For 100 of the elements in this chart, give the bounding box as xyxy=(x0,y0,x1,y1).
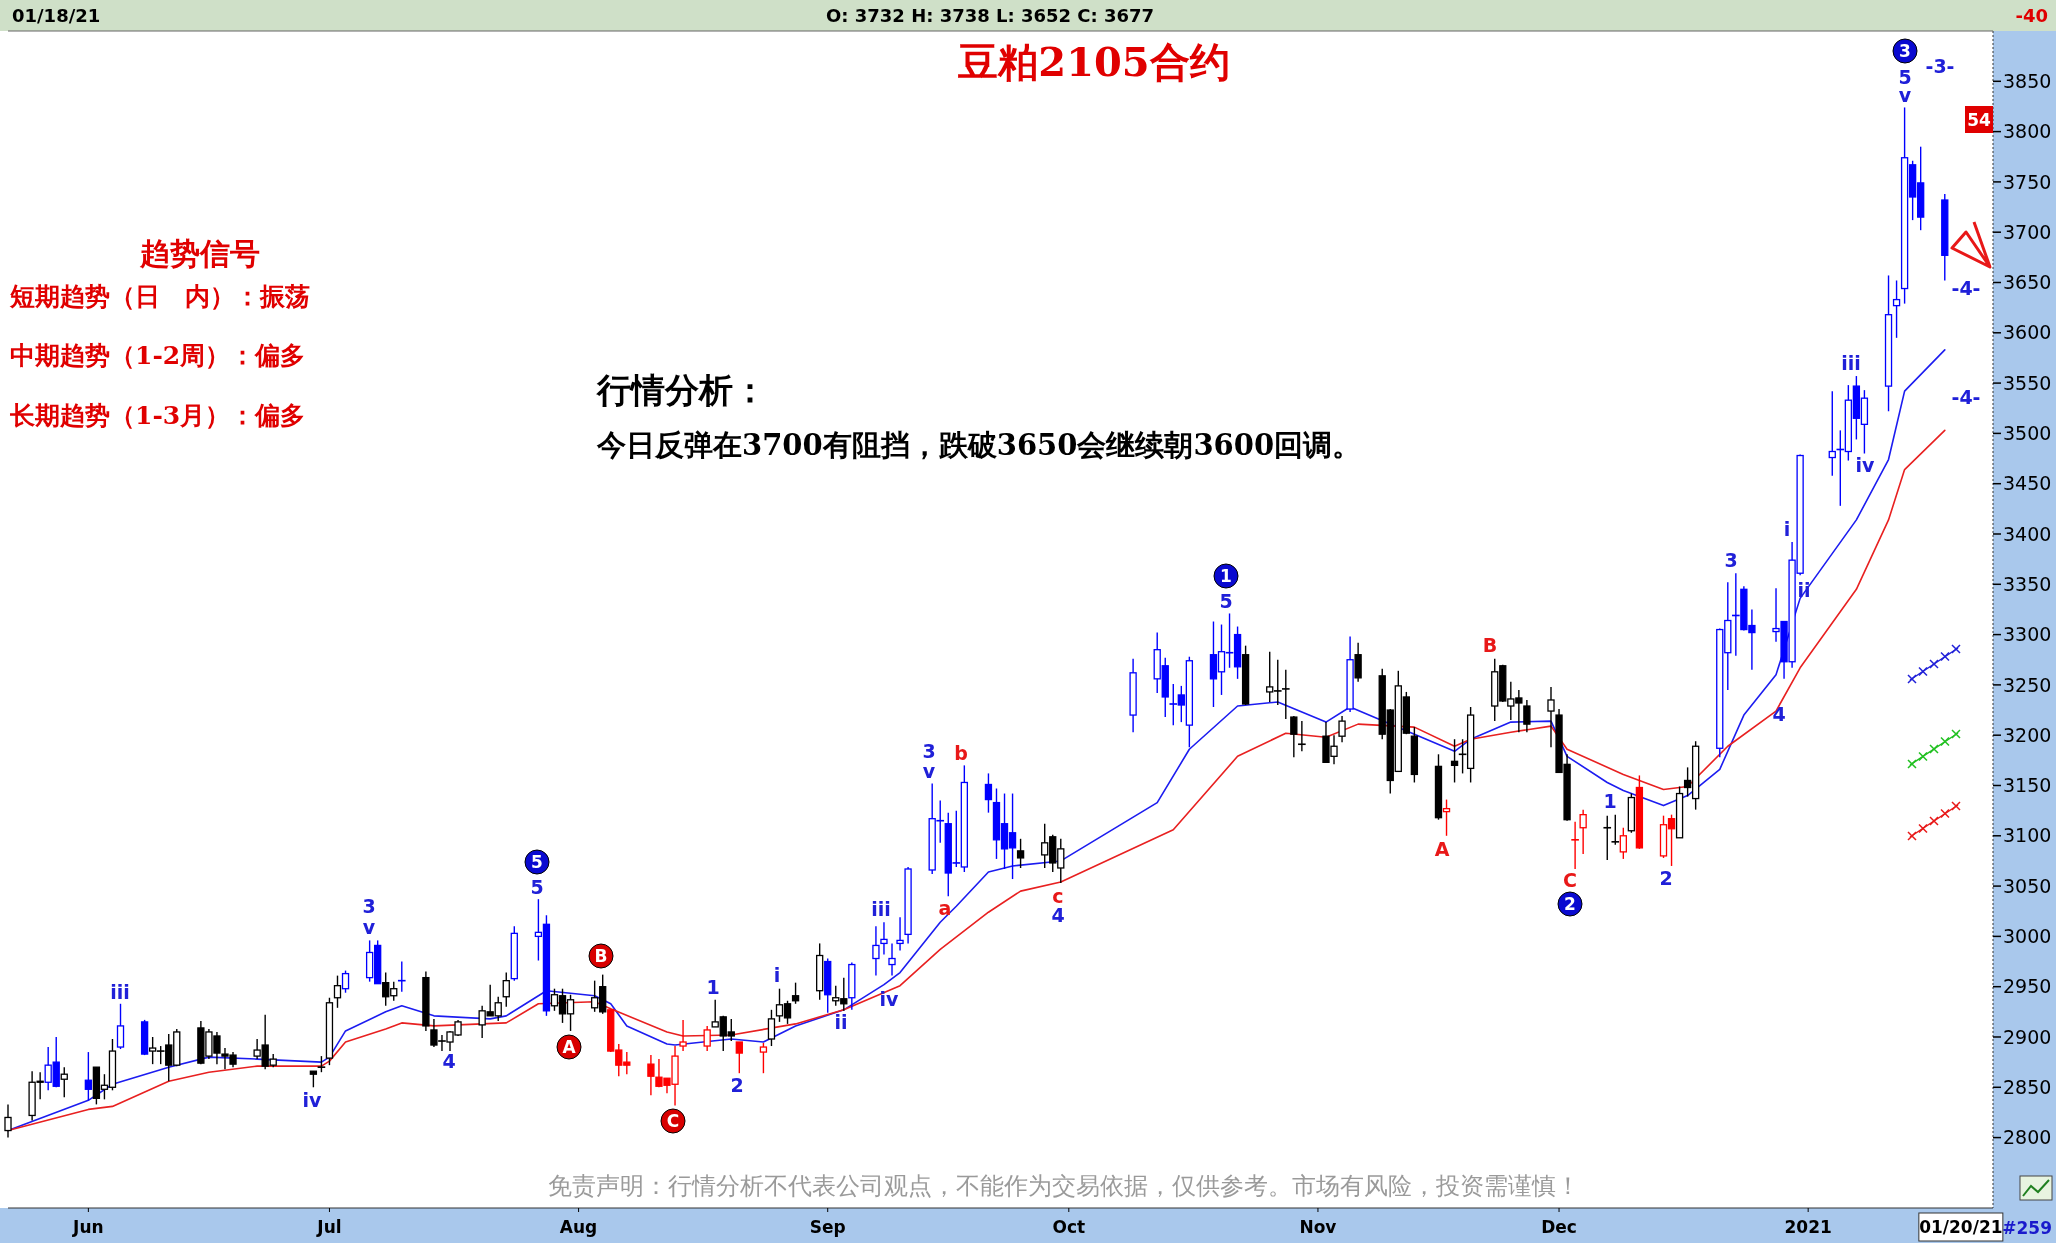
candlestick xyxy=(1547,686,1555,748)
annotation: i xyxy=(1783,517,1791,540)
candlestick xyxy=(1442,798,1451,837)
candlestick xyxy=(1450,738,1459,784)
y-tick-label: 3000 xyxy=(2003,925,2052,948)
annotation: 1 xyxy=(1603,789,1617,812)
annotation: iv xyxy=(302,1088,323,1111)
annotation: -4- xyxy=(1951,276,1981,299)
candlestick xyxy=(1354,641,1362,683)
candlestick xyxy=(1338,715,1346,743)
annotation: ii xyxy=(834,1010,848,1033)
text: 01/18/21 xyxy=(12,5,101,26)
x-tick-label: Oct xyxy=(1052,1217,1086,1237)
candlestick xyxy=(1579,808,1587,855)
annotation: 短期趋势（日 内）：振荡 xyxy=(9,282,310,311)
candlestick xyxy=(896,916,904,952)
x-tick-label: Nov xyxy=(1299,1217,1337,1237)
annotation: B xyxy=(594,945,608,966)
candlestick xyxy=(1016,838,1025,869)
y-tick-label: 3250 xyxy=(2003,673,2052,696)
y-tick-label: 3650 xyxy=(2003,271,2052,294)
x-tick-label: Jul xyxy=(316,1217,342,1237)
annotation: A xyxy=(1434,837,1450,860)
y-tick-label: 3550 xyxy=(2003,371,2052,394)
candlestick xyxy=(703,1025,711,1052)
y-tick-label: 3450 xyxy=(2003,472,2052,495)
annotation: 中期趋势（1-2周）：偏多 xyxy=(10,341,306,370)
candlestick xyxy=(84,1051,93,1102)
annotation: C xyxy=(1563,868,1577,891)
annotation: iii xyxy=(110,980,130,1003)
candlestick xyxy=(767,1009,776,1047)
candlestick xyxy=(4,1103,12,1139)
annotation: 3 xyxy=(1899,40,1911,61)
annotation: 2 xyxy=(1564,893,1576,914)
candlestick xyxy=(1828,390,1836,477)
annotation: v xyxy=(362,915,376,938)
annotation: B xyxy=(1482,633,1498,656)
candlestick xyxy=(1892,279,1901,339)
text: -40 xyxy=(2015,5,2048,26)
annotation: iv xyxy=(879,987,900,1010)
annotation: iii xyxy=(871,897,891,920)
candlestick xyxy=(679,1019,687,1052)
x-tick-label: Jun xyxy=(72,1217,104,1237)
annotation: 1 xyxy=(1220,565,1232,586)
candlestick xyxy=(1290,715,1298,759)
y-tick-label: 3700 xyxy=(2003,220,2052,243)
annotation: iii xyxy=(1841,351,1861,374)
x-tick-label: Aug xyxy=(559,1217,598,1237)
x-tick-label: 01/20/21 xyxy=(1919,1217,2003,1237)
y-tick-label: 3200 xyxy=(2003,723,2052,746)
annotation: 3 xyxy=(1724,548,1738,571)
annotation: 3 xyxy=(922,739,936,762)
annotation: C xyxy=(666,1110,680,1131)
annotation: iv xyxy=(1855,453,1876,476)
annotation: i xyxy=(773,963,781,986)
annotation: 5 xyxy=(1219,589,1233,612)
annotation: 4 xyxy=(442,1049,456,1072)
y-tick-label: 3100 xyxy=(2003,824,2052,847)
text: O: 3732 H: 3738 L: 3652 C: 3677 xyxy=(826,5,1155,26)
candlestick xyxy=(1603,814,1612,861)
x-tick-label: Dec xyxy=(1541,1217,1577,1237)
annotation: 3 xyxy=(362,894,376,917)
annotation: 4 xyxy=(1772,702,1786,725)
y-tick-label: 2850 xyxy=(2003,1075,2052,1098)
annotation: -3- xyxy=(1925,54,1955,77)
y-tick-label: 3600 xyxy=(2003,321,2052,344)
candlestick xyxy=(1298,720,1306,752)
annotation: v xyxy=(922,759,936,782)
candlestick xyxy=(60,1066,68,1099)
annotation: 行情分析： xyxy=(596,370,767,410)
y-tick-label: 3850 xyxy=(2003,69,2052,92)
annotation: 5 xyxy=(530,875,544,898)
y-tick-label: 2900 xyxy=(2003,1025,2052,1048)
y-tick-label: 3300 xyxy=(2003,623,2052,646)
candlestick xyxy=(1281,669,1290,720)
candlestick xyxy=(1523,699,1531,733)
y-tick-label: 3350 xyxy=(2003,572,2052,595)
annotation: 1 xyxy=(706,975,720,998)
y-tick-label: 2950 xyxy=(2003,975,2052,998)
candlestick xyxy=(791,981,800,1005)
candlestick xyxy=(1611,813,1620,846)
annotation: A xyxy=(562,1036,577,1057)
y-tick-label: 3750 xyxy=(2003,170,2052,193)
candlestick xyxy=(888,942,896,977)
candlestick xyxy=(1571,821,1579,870)
annotation: -4- xyxy=(1951,385,1981,408)
candlestick xyxy=(872,925,880,977)
y-tick-label: 2800 xyxy=(2003,1126,2052,1149)
y-tick-label: 3800 xyxy=(2003,120,2052,143)
y-tick-label: 3050 xyxy=(2003,874,2052,897)
candlestick xyxy=(502,971,510,1008)
candlestick xyxy=(759,1042,768,1074)
annotation: 趋势信号 xyxy=(139,236,260,271)
candlestick xyxy=(735,1041,743,1074)
candlestick xyxy=(880,921,888,956)
annotation: b xyxy=(954,741,968,764)
annotation: 长期趋势（1-3月）：偏多 xyxy=(9,401,306,430)
y-tick-label: 3500 xyxy=(2003,422,2052,445)
annotation: 免责声明：行情分析不代表公司观点，不能作为交易依据，仅供参考。市场有风险，投资需谨慎！ xyxy=(548,1172,1580,1200)
x-tick-label: 2021 xyxy=(1784,1217,1832,1237)
